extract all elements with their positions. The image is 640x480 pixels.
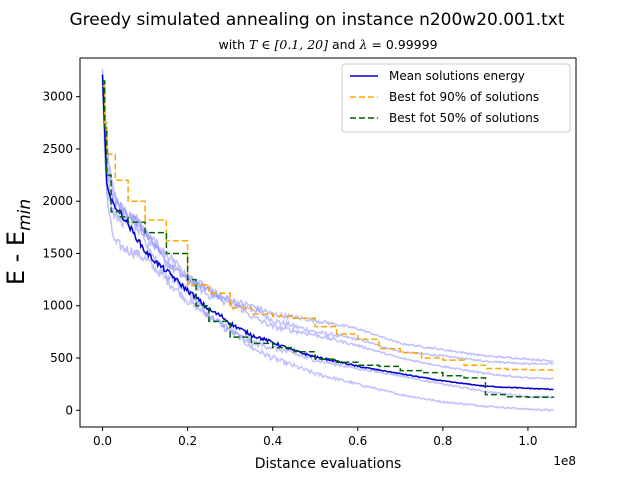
y-tick-label: 1000 — [42, 299, 73, 313]
chart-subtitle: with T ∈ [0.1, 20] and λ = 0.99999 — [218, 37, 437, 52]
main-series — [101, 74, 555, 398]
x-tick-label: 0.4 — [263, 434, 282, 448]
plot-area-frame — [79, 57, 577, 428]
y-tick-label: 500 — [50, 351, 73, 365]
legend-item-mean-label: Mean solutions energy — [389, 69, 525, 83]
subtitle-mid: and — [328, 37, 359, 52]
y-axis-label: E - Emin — [2, 199, 35, 285]
x-tick-label: 0.8 — [433, 434, 452, 448]
mean-energy-line — [101, 74, 554, 391]
subtitle-lambda: λ — [358, 37, 367, 52]
subtitle-temperature-range: T ∈ [0.1, 20] — [249, 37, 328, 52]
y-axis-label-main: E - E — [2, 231, 30, 285]
x-tick-label: 0.0 — [93, 434, 112, 448]
x-tick-label: 1.0 — [518, 434, 537, 448]
y-tick-label: 2000 — [42, 194, 73, 208]
individual-runs — [101, 68, 554, 412]
best-90-line — [102, 85, 554, 371]
y-tick-label: 3000 — [42, 90, 73, 104]
y-tick-label: 0 — [65, 403, 73, 417]
legend-item-best-90-label: Best fot 90% of solutions — [389, 90, 539, 104]
y-tick-label: 2500 — [42, 142, 73, 156]
legend-item-best-50-label: Best fot 50% of solutions — [389, 111, 539, 125]
run-line-4 — [101, 81, 554, 399]
y-tick-label: 1500 — [42, 246, 73, 260]
chart-title: Greedy simulated annealing on instance n… — [69, 10, 564, 30]
subtitle-suffix: = 0.99999 — [367, 37, 437, 52]
y-axis: 0 500 1000 1500 2000 2500 3000 — [42, 90, 80, 417]
legend-frame — [341, 63, 571, 133]
run-line-5 — [101, 77, 554, 381]
x-axis: 0.0 0.2 0.4 0.6 0.8 1.0 — [93, 427, 537, 448]
run-line-2 — [101, 79, 554, 412]
y-axis-label-subscript: min — [15, 199, 35, 231]
best-50-line — [102, 80, 555, 398]
x-axis-label: Distance evaluations — [255, 456, 402, 472]
chart-legend: Mean solutions energy Best fot 90% of sol… — [341, 63, 571, 133]
subtitle-prefix: with — [218, 37, 249, 52]
x-tick-label: 0.6 — [348, 434, 367, 448]
x-axis-offset-label: 1e8 — [553, 454, 576, 468]
run-line-3 — [101, 82, 554, 363]
x-tick-label: 0.2 — [178, 434, 197, 448]
